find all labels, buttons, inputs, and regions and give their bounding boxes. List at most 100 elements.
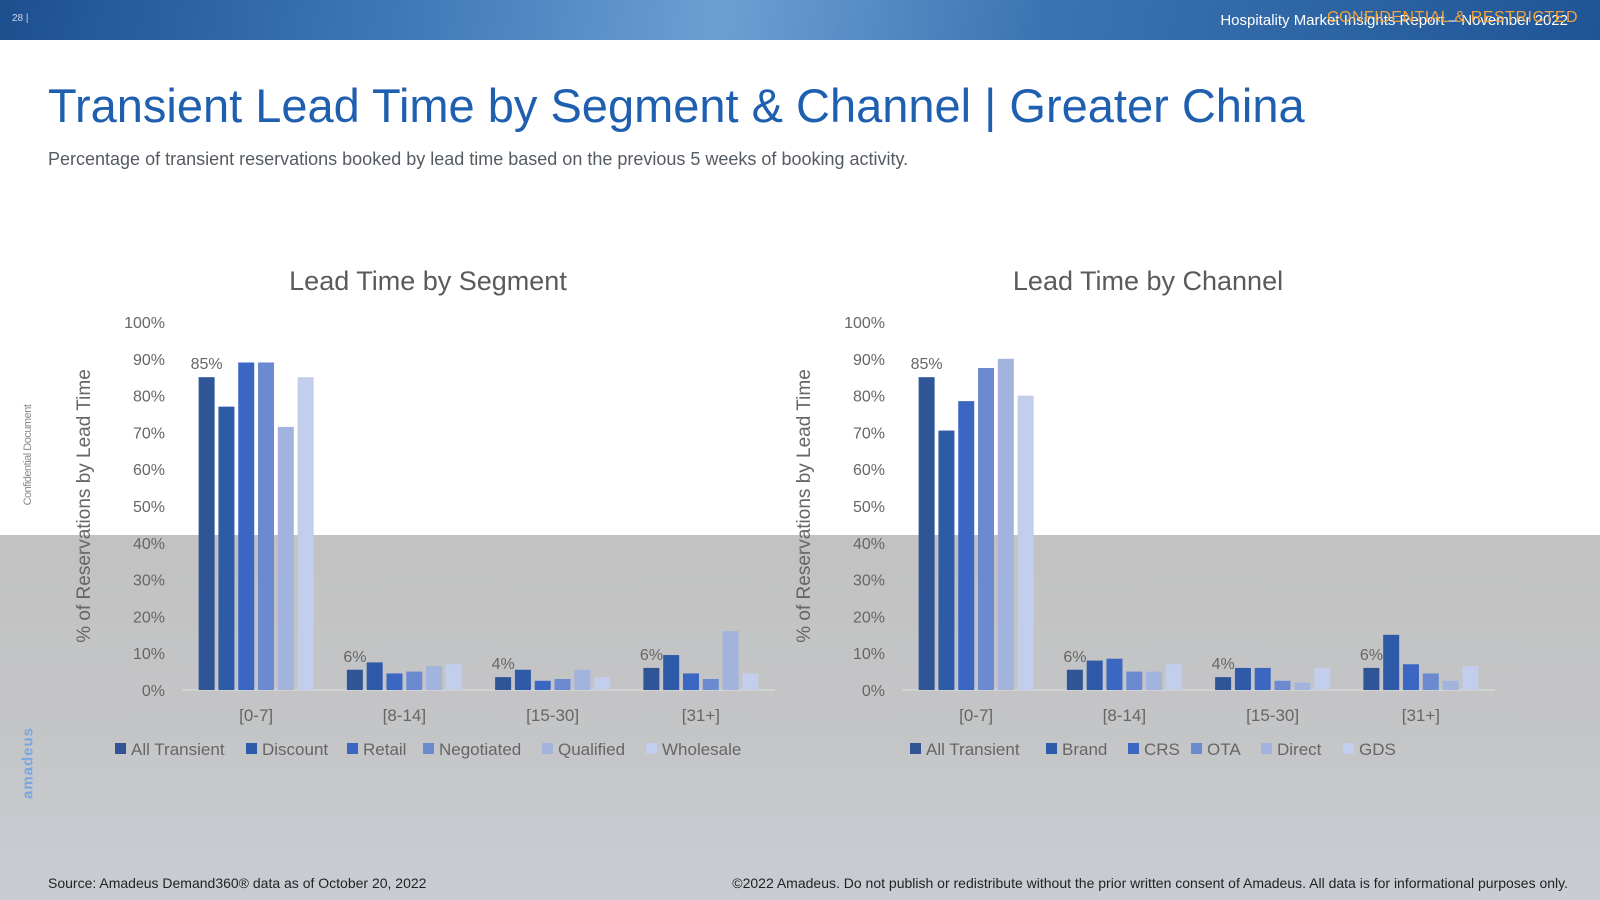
bar — [702, 678, 719, 690]
data-label: 4% — [1212, 656, 1235, 673]
legend-swatch — [115, 743, 126, 754]
data-label: 6% — [1360, 647, 1383, 664]
legend-swatch — [1128, 743, 1139, 754]
bar — [366, 662, 383, 690]
legend-swatch — [1343, 743, 1354, 754]
bar — [722, 631, 739, 690]
legend-swatch — [646, 743, 657, 754]
bar — [1086, 660, 1103, 690]
bar — [1462, 666, 1479, 690]
data-label: 4% — [492, 656, 515, 673]
legend-swatch — [910, 743, 921, 754]
bar — [1402, 664, 1419, 690]
legend-label: All Transient — [131, 740, 225, 759]
page-subtitle: Percentage of transient reservations boo… — [48, 149, 909, 169]
header-banner: 28 | Hospitality Market Insights Report … — [0, 0, 1600, 40]
bar — [918, 377, 935, 690]
bar — [1234, 667, 1251, 690]
bar — [682, 673, 699, 690]
legend-swatch — [1191, 743, 1202, 754]
legend-label: CRS — [1144, 740, 1180, 759]
y-tick-label: 50% — [133, 499, 165, 516]
bar — [997, 358, 1014, 690]
bar — [594, 677, 611, 690]
x-tick-label: [8-14] — [383, 706, 426, 725]
x-tick-label: [31+] — [682, 706, 720, 725]
y-tick-label: 30% — [853, 573, 885, 590]
copyright-note: ©2022 Amadeus. Do not publish or redistr… — [732, 875, 1568, 891]
x-tick-label: [0-7] — [239, 706, 273, 725]
confidential-label: CONFIDENTIAL & RESTRICTED — [1326, 9, 1578, 26]
source-note: Source: Amadeus Demand360® data as of Oc… — [48, 875, 427, 891]
y-tick-label: 60% — [133, 462, 165, 479]
data-label: 85% — [191, 356, 223, 373]
bar — [495, 677, 512, 690]
bar — [742, 673, 759, 690]
bar — [1274, 680, 1291, 690]
bar — [258, 362, 275, 690]
data-label: 6% — [1063, 649, 1086, 666]
bar — [1126, 671, 1143, 690]
chart-title: Lead Time by Segment — [289, 266, 567, 296]
legend-label: Qualified — [558, 740, 625, 759]
y-tick-label: 80% — [133, 389, 165, 406]
y-tick-label: 90% — [133, 352, 165, 369]
bar — [1106, 658, 1123, 690]
y-tick-label: 0% — [862, 683, 885, 700]
x-tick-label: [15-30] — [1246, 706, 1299, 725]
bar — [386, 673, 403, 690]
bar — [663, 655, 680, 690]
bar — [534, 680, 551, 690]
legend-swatch — [423, 743, 434, 754]
x-tick-label: [31+] — [1402, 706, 1440, 725]
legend-label: OTA — [1207, 740, 1241, 759]
bar — [958, 401, 975, 690]
legend-swatch — [347, 743, 358, 754]
report-title: Hospitality Market Insights Report – Nov… — [1220, 12, 1568, 29]
bar — [1314, 667, 1331, 690]
legend-label: Negotiated — [439, 740, 521, 759]
y-tick-label: 60% — [853, 462, 885, 479]
y-tick-label: 20% — [133, 609, 165, 626]
bar — [218, 406, 235, 690]
page-title: Transient Lead Time by Segment & Channel… — [48, 79, 1305, 132]
y-tick-label: 90% — [853, 352, 885, 369]
bar — [514, 669, 531, 690]
bar — [346, 669, 363, 690]
bar — [1165, 664, 1182, 690]
legend-label: Retail — [363, 740, 406, 759]
bar — [198, 377, 215, 690]
y-axis-label: % of Reservations by Lead Time — [794, 369, 815, 643]
y-tick-label: 70% — [133, 425, 165, 442]
bar — [643, 667, 660, 690]
legend-label: Wholesale — [662, 740, 741, 759]
bar — [238, 362, 255, 690]
bar — [574, 669, 591, 690]
y-tick-label: 50% — [853, 499, 885, 516]
bar — [297, 377, 314, 690]
bar — [426, 666, 443, 690]
x-tick-label: [8-14] — [1103, 706, 1146, 725]
data-label: 85% — [911, 356, 943, 373]
bar — [1254, 667, 1271, 690]
bar — [1442, 680, 1459, 690]
legend-swatch — [1261, 743, 1272, 754]
data-label: 6% — [343, 649, 366, 666]
legend-swatch — [542, 743, 553, 754]
y-tick-label: 0% — [142, 683, 165, 700]
y-tick-label: 30% — [133, 573, 165, 590]
bar — [445, 664, 462, 690]
bar — [277, 426, 294, 690]
y-tick-label: 40% — [133, 536, 165, 553]
bar — [1146, 671, 1163, 690]
page-number: 28 | — [12, 13, 29, 24]
bar — [1294, 682, 1311, 690]
legend-label: Brand — [1062, 740, 1107, 759]
legend-label: GDS — [1359, 740, 1396, 759]
bar — [938, 430, 955, 690]
y-tick-label: 40% — [853, 536, 885, 553]
x-tick-label: [15-30] — [526, 706, 579, 725]
bar — [1017, 395, 1034, 690]
bar — [1215, 677, 1232, 690]
bar — [1363, 667, 1380, 690]
